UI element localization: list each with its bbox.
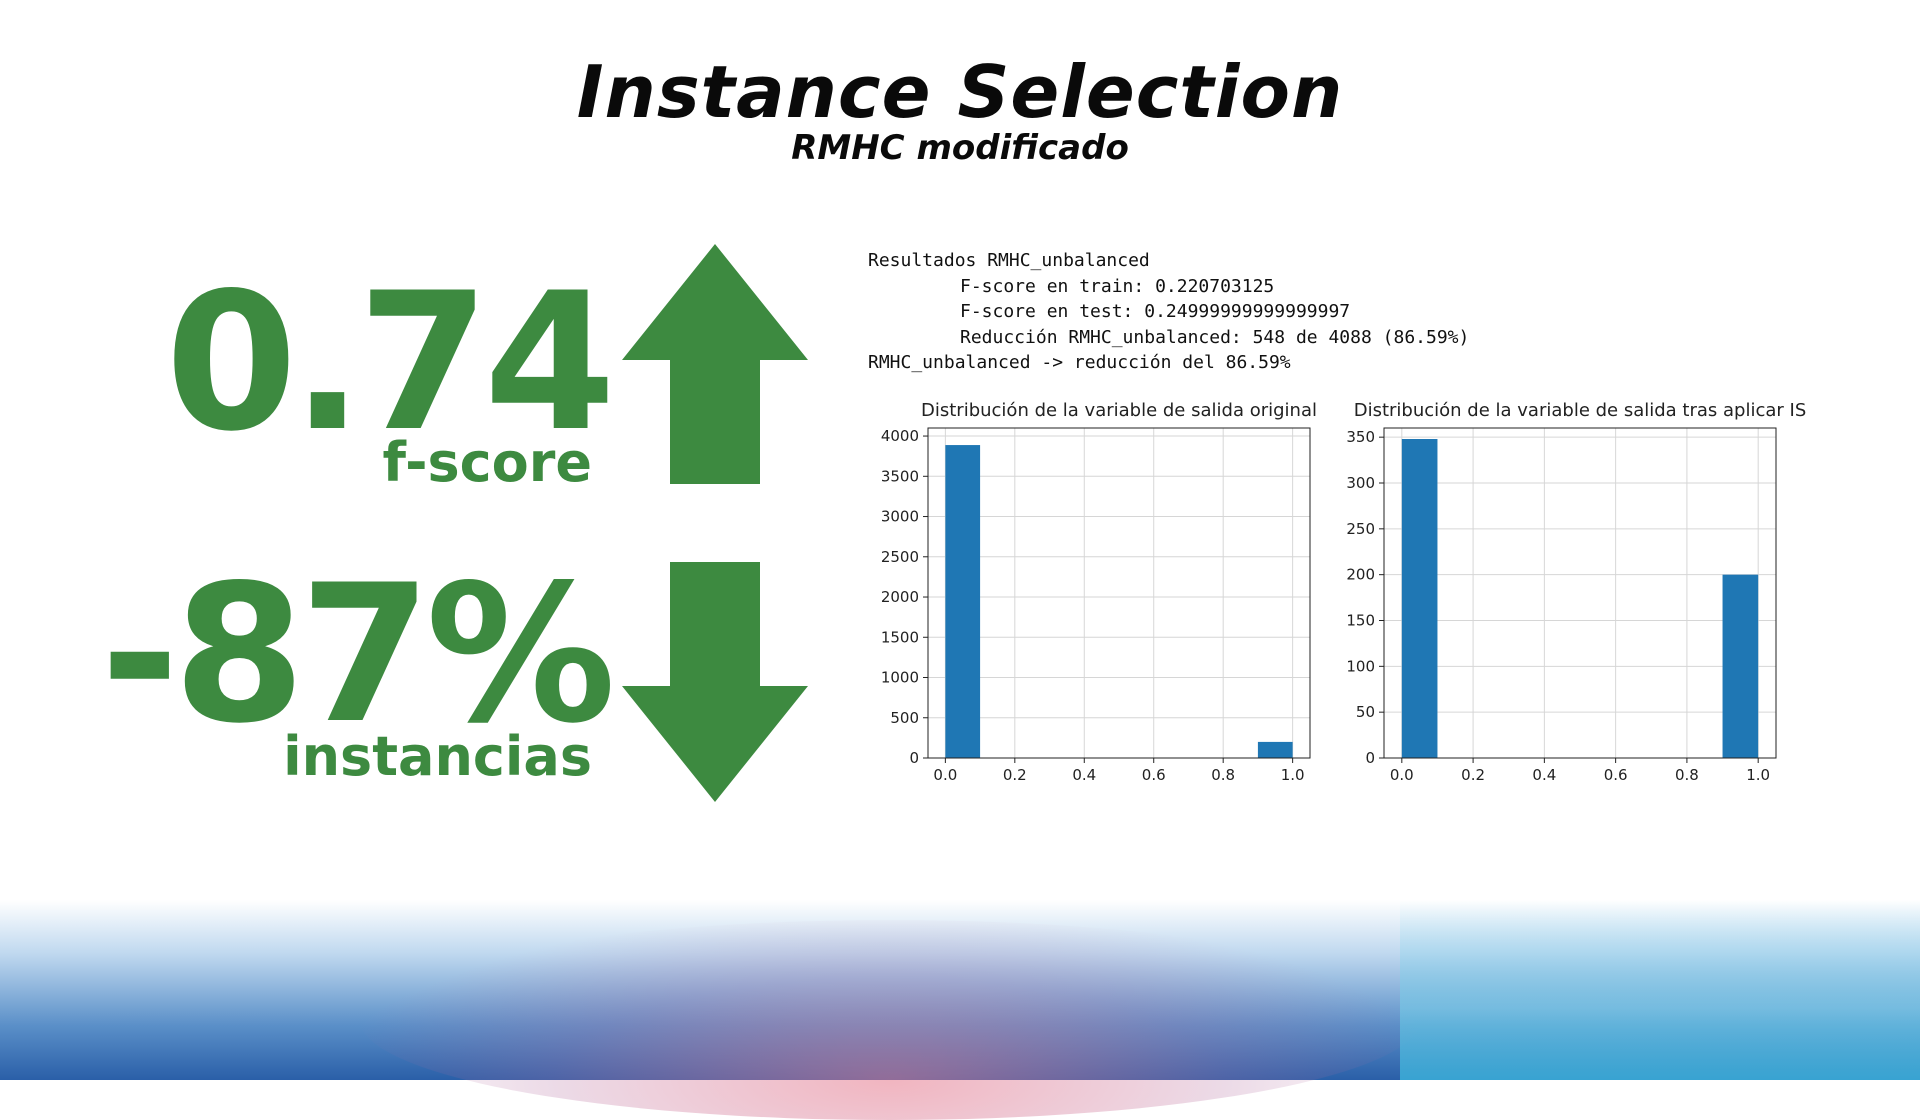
x-tick-label: 0.8 <box>1211 766 1235 784</box>
x-tick-label: 0.6 <box>1142 766 1166 784</box>
histogram-bar <box>945 445 981 758</box>
page-title: Instance Selection <box>576 50 1344 134</box>
console-line: F-score en test: 0.24999999999999997 <box>960 301 1351 322</box>
reduction-label: instancias <box>283 725 592 788</box>
y-tick-label: 2000 <box>881 588 919 606</box>
fscore-value: 0.74 <box>165 252 616 473</box>
arrow-down-icon <box>622 562 808 802</box>
arrow-up-icon <box>622 244 808 484</box>
console-line: Resultados RMHC_unbalanced <box>868 250 1150 271</box>
console-line: RMHC_unbalanced -> reducción del 86.59% <box>868 352 1291 373</box>
y-tick-label: 50 <box>1356 703 1375 721</box>
x-tick-label: 0.2 <box>1461 766 1485 784</box>
console-line: Reducción RMHC_unbalanced: 548 de 4088 (… <box>960 326 1470 348</box>
x-tick-label: 0.6 <box>1604 766 1628 784</box>
y-tick-label: 350 <box>1346 428 1375 446</box>
y-tick-label: 3000 <box>881 508 919 526</box>
y-tick-label: 1500 <box>881 628 919 646</box>
x-tick-label: 0.2 <box>1003 766 1027 784</box>
y-tick-label: 4000 <box>881 427 919 445</box>
x-tick-label: 0.0 <box>933 766 957 784</box>
y-tick-label: 0 <box>909 749 919 767</box>
x-tick-label: 0.4 <box>1532 766 1556 784</box>
console-line: F-score en train: 0.220703125 <box>960 275 1275 297</box>
plot-frame <box>927 427 1311 759</box>
histogram-bar <box>1722 574 1759 758</box>
reduction-value: -87% <box>100 544 616 765</box>
page-subtitle: RMHC modificado <box>791 128 1129 168</box>
y-tick-label: 200 <box>1346 566 1375 584</box>
histogram-after-is: Distribución de la variable de salida tr… <box>1346 400 1807 784</box>
chart-title: Distribución de la variable de salida tr… <box>1354 400 1807 421</box>
y-tick-label: 300 <box>1346 474 1375 492</box>
histogram-bar <box>1401 439 1438 758</box>
brain-illustration <box>360 920 1420 1120</box>
y-tick-label: 1000 <box>881 669 919 687</box>
console-output: Resultados RMHC_unbalanced F-score en tra… <box>868 248 1469 376</box>
y-tick-label: 500 <box>890 709 919 727</box>
x-tick-label: 1.0 <box>1281 766 1305 784</box>
plot-frame <box>1383 427 1777 759</box>
y-tick-label: 2500 <box>881 548 919 566</box>
y-tick-label: 250 <box>1346 520 1375 538</box>
x-tick-label: 1.0 <box>1746 766 1770 784</box>
histogram-original: Distribución de la variable de salida or… <box>881 400 1317 784</box>
chart-title: Distribución de la variable de salida or… <box>921 400 1317 421</box>
y-tick-label: 100 <box>1346 657 1375 675</box>
background-band-right <box>1400 900 1920 1080</box>
y-tick-label: 3500 <box>881 467 919 485</box>
fscore-label: f-score <box>382 431 592 494</box>
y-tick-label: 150 <box>1346 612 1375 630</box>
x-tick-label: 0.8 <box>1675 766 1699 784</box>
histogram-bar <box>1257 741 1293 758</box>
x-tick-label: 0.0 <box>1390 766 1414 784</box>
x-tick-label: 0.4 <box>1072 766 1096 784</box>
y-tick-label: 0 <box>1365 749 1375 767</box>
